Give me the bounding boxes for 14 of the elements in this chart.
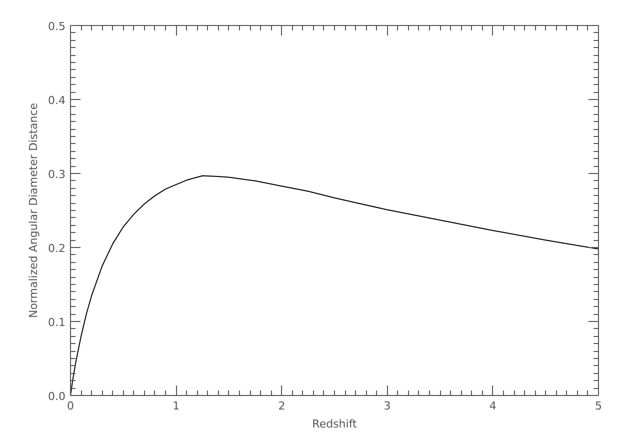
- y-tick-label: 0.1: [48, 316, 66, 329]
- y-tick-label: 0.2: [48, 242, 66, 255]
- x-tick-label: 4: [489, 400, 496, 412]
- x-tick-label: 5: [595, 400, 602, 412]
- x-tick-label: 1: [172, 400, 180, 412]
- x-tick-label: 0: [67, 400, 74, 412]
- y-tick-label: 0.5: [48, 20, 66, 33]
- x-axis-title: Redshift: [312, 418, 358, 430]
- y-tick-label: 0.3: [48, 168, 66, 181]
- x-tick-label: 2: [278, 400, 286, 412]
- x-tick-label: 3: [384, 400, 391, 412]
- y-tick-label: 0.0: [48, 390, 66, 403]
- y-tick-label: 0.4: [48, 94, 66, 107]
- y-axis-title: Normalized Angular Diameter Distance: [27, 102, 40, 318]
